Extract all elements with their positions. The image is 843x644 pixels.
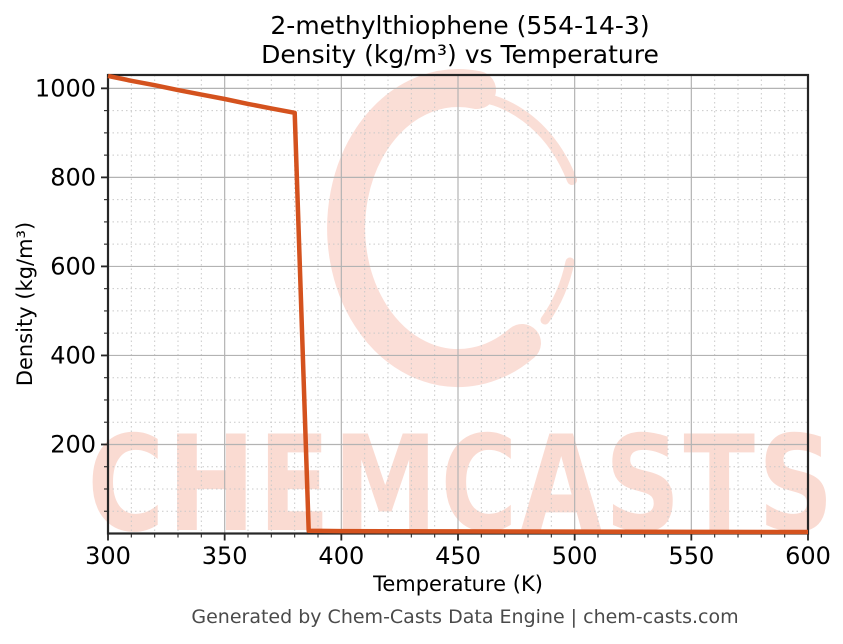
y-tick-label: 600 (50, 252, 96, 280)
x-tick-label: 350 (202, 542, 248, 570)
x-tick-label: 500 (552, 542, 598, 570)
y-axis-tick-labels: 200 400 600 800 1000 (35, 74, 96, 458)
y-tick-label: 400 (50, 341, 96, 369)
chart-title: 2-methylthiophene (554-14-3) Density (kg… (60, 11, 843, 69)
x-tick-label: 450 (435, 542, 481, 570)
x-tick-label: 300 (85, 542, 131, 570)
x-tick-label: 400 (318, 542, 364, 570)
y-tick-label: 800 (50, 163, 96, 191)
density-line (107, 73, 809, 535)
x-axis-label: Temperature (K) (373, 572, 543, 596)
watermark: CHEMCASTS (87, 69, 836, 562)
y-tick-label: 200 (50, 430, 96, 458)
watermark-text: CHEMCASTS (87, 408, 836, 562)
chart-title-line2: Density (kg/m³) vs Temperature (261, 40, 659, 69)
y-tick-label: 1000 (35, 74, 96, 102)
chart-title-line1: 2-methylthiophene (554-14-3) (270, 11, 650, 40)
watermark-logo-icon (327, 69, 577, 387)
x-axis-tick-labels: 300 350 400 450 500 550 600 (85, 542, 831, 570)
x-tick-label: 550 (668, 542, 714, 570)
y-axis-label: Density (kg/m³) (13, 221, 37, 387)
footer-attribution: Generated by Chem-Casts Data Engine | ch… (191, 606, 739, 628)
grid-major (108, 75, 808, 534)
x-tick-label: 600 (785, 542, 831, 570)
